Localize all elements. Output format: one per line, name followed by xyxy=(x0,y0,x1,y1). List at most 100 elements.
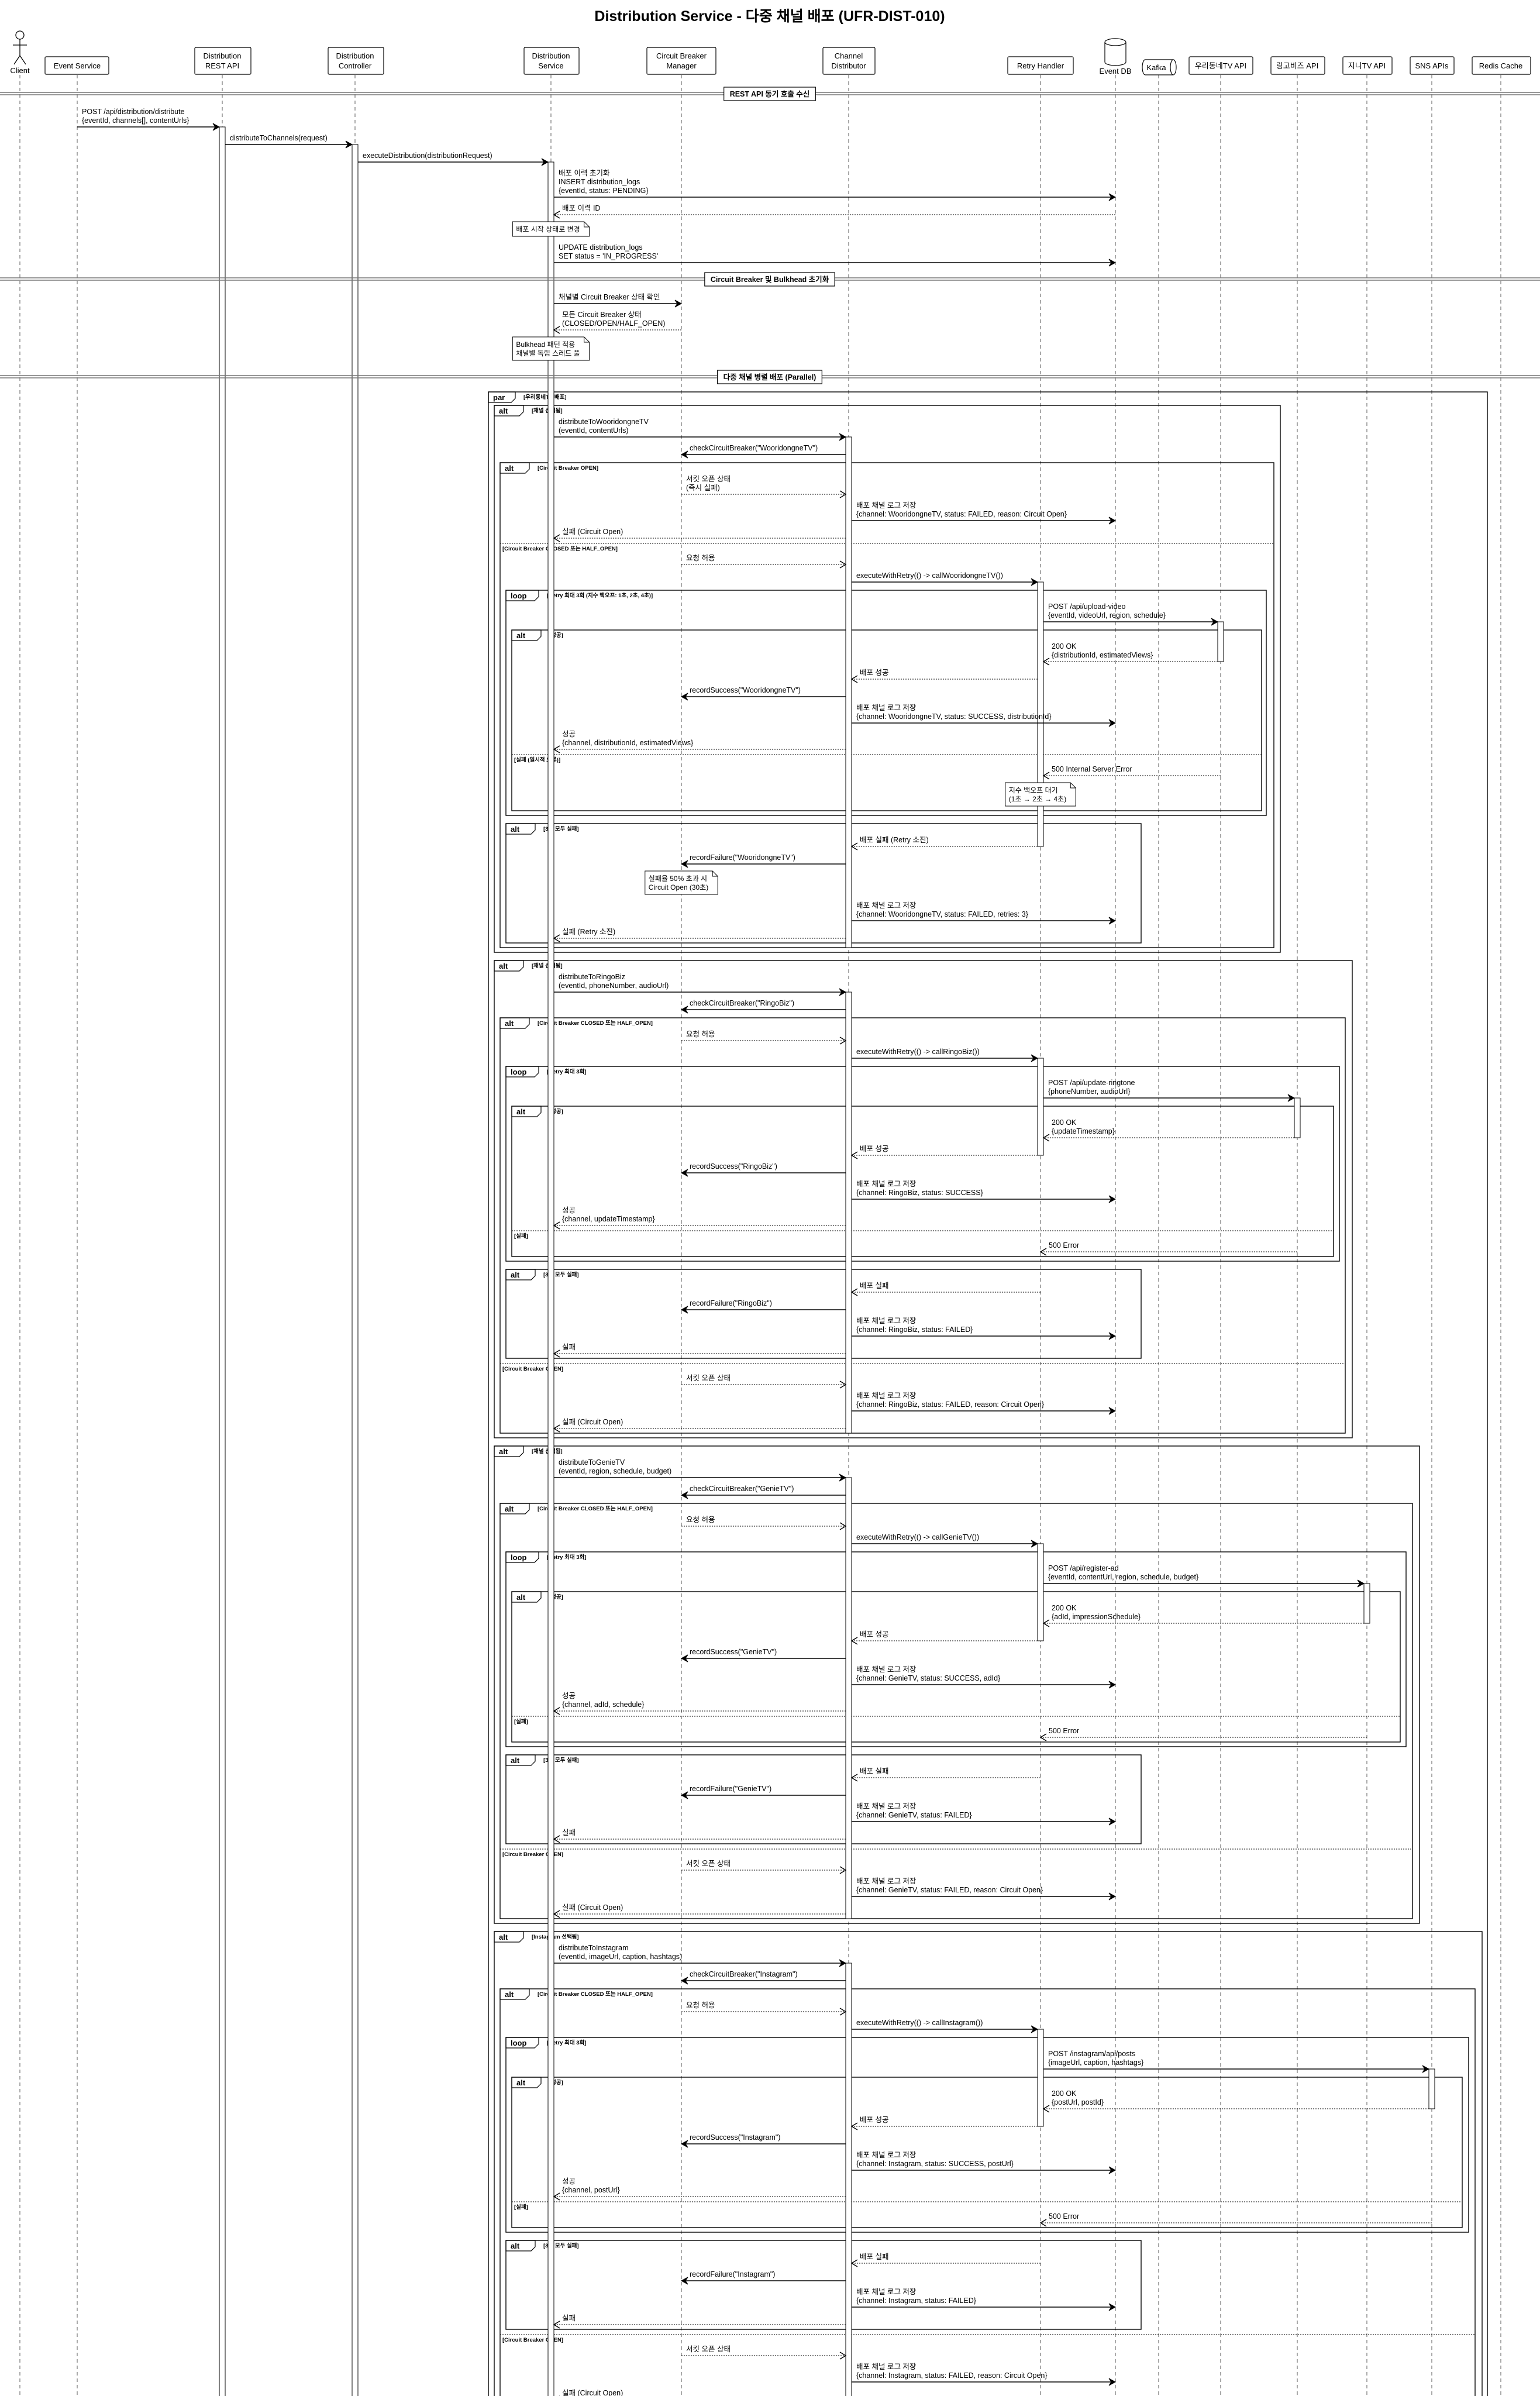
else-guard: [실패] xyxy=(514,2204,528,2211)
arrowhead-icon xyxy=(553,326,560,334)
fragment-frame xyxy=(499,462,1274,948)
message-label: {channel, distributionId, estimatedViews… xyxy=(562,739,693,747)
participant-db: Event DB xyxy=(1100,38,1131,75)
actor-body-icon xyxy=(13,39,27,65)
message-label: 성공 xyxy=(562,1692,576,1700)
activation-bar-rest xyxy=(219,126,226,2396)
fragment-frame xyxy=(494,1931,1483,2396)
participant-box xyxy=(1342,56,1393,75)
return-message: 배포 성공 xyxy=(850,1630,1038,1645)
message-label: distributeToChannels(request) xyxy=(230,134,328,142)
fragment-keyword: alt xyxy=(516,1593,526,1602)
note: 배포 시작 상태로 변경 xyxy=(512,221,590,237)
sync-message: executeWithRetry(() -> callGenieTV()) xyxy=(852,1533,1039,1548)
message-label: recordSuccess("RingoBiz") xyxy=(690,1162,777,1171)
message-label: 200 OK xyxy=(1052,1118,1077,1127)
arrowhead-icon xyxy=(850,1774,858,1782)
arrowhead-icon xyxy=(553,2192,560,2201)
actor-icon xyxy=(15,30,25,40)
participant-label: Distribution xyxy=(532,51,570,60)
fragment-guard: [Circuit Breaker CLOSED 또는 HALF_OPEN] xyxy=(538,1020,653,1027)
return-message: 500 Error xyxy=(1039,1241,1297,1256)
message-label: executeDistribution(distributionRequest) xyxy=(363,152,492,160)
arrowhead-icon xyxy=(850,1637,858,1645)
activation-bar-genie xyxy=(1363,1583,1370,1624)
fragment-keyword: alt xyxy=(505,464,514,473)
fragment-frame xyxy=(499,1988,1476,2396)
arrowhead-icon xyxy=(1108,1681,1117,1689)
divider-box xyxy=(717,370,822,384)
message-label: {phoneNumber, audioUrl} xyxy=(1048,1087,1130,1096)
fragment-keyword: alt xyxy=(516,631,526,640)
sync-message: distributeToInstagram(eventId, imageUrl,… xyxy=(554,1944,847,1967)
participant-label: Channel xyxy=(835,51,863,60)
arrowhead-icon xyxy=(1042,2105,1050,2113)
participant-label: Controller xyxy=(339,61,372,70)
return-message: 500 Internal Server Error xyxy=(1042,765,1221,780)
participant-label: Redis Cache xyxy=(1479,61,1522,70)
participant-box xyxy=(1188,56,1253,75)
sync-message: executeWithRetry(() -> callInstagram()) xyxy=(852,2019,1039,2033)
arrowhead-icon xyxy=(345,140,353,149)
message-label: {eventId, videoUrl, region, schedule} xyxy=(1048,611,1166,619)
sync-message: recordSuccess("WooridongneTV") xyxy=(680,686,846,701)
message-label: 배포 채널 로그 저장 xyxy=(856,901,917,910)
else-guard: [Circuit Breaker CLOSED 또는 HALF_OPEN] xyxy=(502,546,618,552)
message-label: {channel, updateTimestamp} xyxy=(562,1215,655,1223)
message-label: {eventId, status: PENDING} xyxy=(559,187,649,195)
message-label: 성공 xyxy=(562,730,576,738)
message-label: 서킷 오픈 상태 xyxy=(686,2345,731,2353)
fragment-alt: alt [3회 모두 실패] xyxy=(505,2240,1142,2330)
divider-label: 다중 채널 병렬 배포 (Parallel) xyxy=(724,373,816,381)
divider-box xyxy=(724,87,816,101)
participant-box xyxy=(1270,56,1325,75)
return-message: 200 OK{distributionId, estimatedViews} xyxy=(1042,642,1218,666)
message-label: checkCircuitBreaker("GenieTV") xyxy=(690,1485,794,1493)
message-label: (eventId, imageUrl, caption, hashtags) xyxy=(559,1953,682,1961)
participant-woori: 우리동네TV API xyxy=(1188,56,1253,75)
message-label: 요청 허용 xyxy=(686,2001,715,2009)
arrowhead-icon xyxy=(1108,917,1117,925)
participant-label: Retry Handler xyxy=(1017,61,1064,70)
sync-message: POST /instagram/api/posts{imageUrl, capt… xyxy=(1043,2050,1430,2073)
arrowhead-icon xyxy=(680,1977,688,1985)
message-label: {updateTimestamp} xyxy=(1052,1127,1115,1135)
arrowhead-icon xyxy=(1042,1619,1050,1627)
arrowhead-icon xyxy=(680,1791,688,1799)
message-label: recordFailure("Instagram") xyxy=(690,2270,775,2278)
fragment-alt: alt [3회 모두 실패] xyxy=(505,823,1142,944)
activation-bar-woori xyxy=(1217,621,1224,662)
arrowhead-icon xyxy=(553,1835,560,1843)
participant-label: Circuit Breaker xyxy=(656,51,707,60)
note-text: 실패율 50% 초과 시 xyxy=(649,875,707,883)
participant-label: 지니TV API xyxy=(1348,61,1386,70)
activation-bars xyxy=(219,126,1435,2396)
message-label: 배포 채널 로그 저장 xyxy=(856,1317,917,1325)
fragment-frame xyxy=(488,391,1488,2396)
sync-message: 배포 채널 로그 저장{channel: Instagram, status: … xyxy=(852,2151,1117,2174)
arrowhead-icon xyxy=(1108,1195,1117,1203)
fragment-alt: alt [채널 선택됨] xyxy=(494,405,1281,953)
message-label: 500 Error xyxy=(1049,1241,1079,1249)
arrowhead-icon xyxy=(680,2277,688,2285)
participant-box xyxy=(1410,56,1455,75)
fragment-keyword: par xyxy=(493,393,505,402)
fragments: par [우리동네TV 배포] alt [채널 선택됨] alt [Circuit Bre… xyxy=(488,391,1488,2396)
arrowhead-icon xyxy=(1031,578,1039,586)
arrowhead-icon xyxy=(680,1169,688,1177)
activation-bar-sns xyxy=(1428,2068,1435,2109)
activation-bar-svc xyxy=(547,161,554,2396)
fragment-guard: [Retry 최대 3회 (지수 백오프: 1초, 2초, 4초)] xyxy=(547,592,653,599)
divider: 다중 채널 병렬 배포 (Parallel) xyxy=(717,370,822,384)
message-label: recordSuccess("WooridongneTV") xyxy=(690,686,801,694)
message-label: 요청 허용 xyxy=(686,1030,715,1038)
arrowhead-icon xyxy=(553,1424,560,1433)
message-label: POST /api/distribution/distribute xyxy=(82,108,185,116)
fragment-keyword: alt xyxy=(499,962,508,970)
arrowhead-icon xyxy=(1108,719,1117,727)
message-label: (eventId, region, schedule, budget) xyxy=(559,1467,671,1475)
arrowhead-icon xyxy=(850,1151,858,1159)
arrowhead-icon xyxy=(680,1306,688,1314)
fragment-guard: [Instagram 선택됨] xyxy=(532,1933,579,1940)
fragment-keyword: alt xyxy=(499,1447,508,1456)
